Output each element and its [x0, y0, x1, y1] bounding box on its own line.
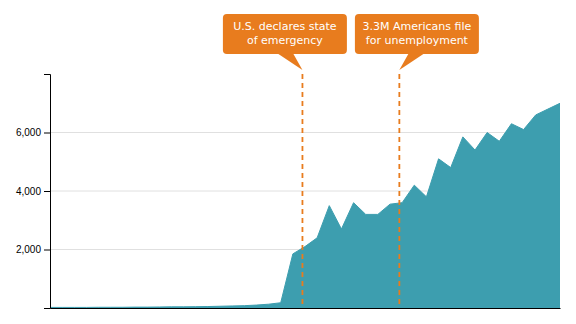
grid-line: [50, 132, 560, 133]
chart: 2,000 4,000 6,000 U.S. declares stateof eme…: [0, 0, 576, 324]
y-axis: 2,000 4,000 6,000: [16, 75, 51, 309]
plot: 2,000 4,000 6,000: [16, 74, 561, 309]
callout-box: [223, 14, 347, 54]
annotation-text-line: of emergency: [247, 34, 323, 47]
callout: 3.3M Americans filefor unemployment: [355, 14, 479, 70]
y-axis-line: [44, 75, 51, 309]
y-tick-mark: [44, 250, 50, 251]
y-tick-label: 2,000: [16, 244, 41, 255]
callout: U.S. declares stateof emergency: [223, 14, 347, 70]
y-tick: 2,000: [16, 244, 50, 255]
x-axis-line: [51, 308, 561, 309]
callout-pointer: [399, 53, 425, 70]
y-tick: 6,000: [16, 127, 50, 138]
annotation-text: U.S. declares stateof emergency: [233, 20, 336, 47]
y-tick-label: 4,000: [16, 186, 41, 197]
y-tick-mark: [44, 133, 50, 134]
annotation-line: [302, 74, 304, 308]
annotation-text: 3.3M Americans filefor unemployment: [362, 20, 471, 47]
marks: [50, 74, 560, 308]
callout-pointer: [277, 53, 303, 70]
annotation-text-line: for unemployment: [366, 34, 469, 47]
area: [50, 103, 560, 308]
annotations: U.S. declares stateof emergency 3.3M Amer…: [223, 14, 479, 70]
x-axis: [51, 308, 561, 309]
y-tick: 4,000: [16, 186, 50, 197]
annotation-line: [398, 74, 400, 308]
y-tick-label: 6,000: [16, 127, 41, 138]
callout-box: [355, 14, 479, 54]
line: [50, 103, 560, 307]
annotation-text-line: U.S. declares state: [233, 20, 336, 33]
y-tick-mark: [44, 191, 50, 192]
annotation-text-line: 3.3M Americans file: [362, 20, 471, 33]
